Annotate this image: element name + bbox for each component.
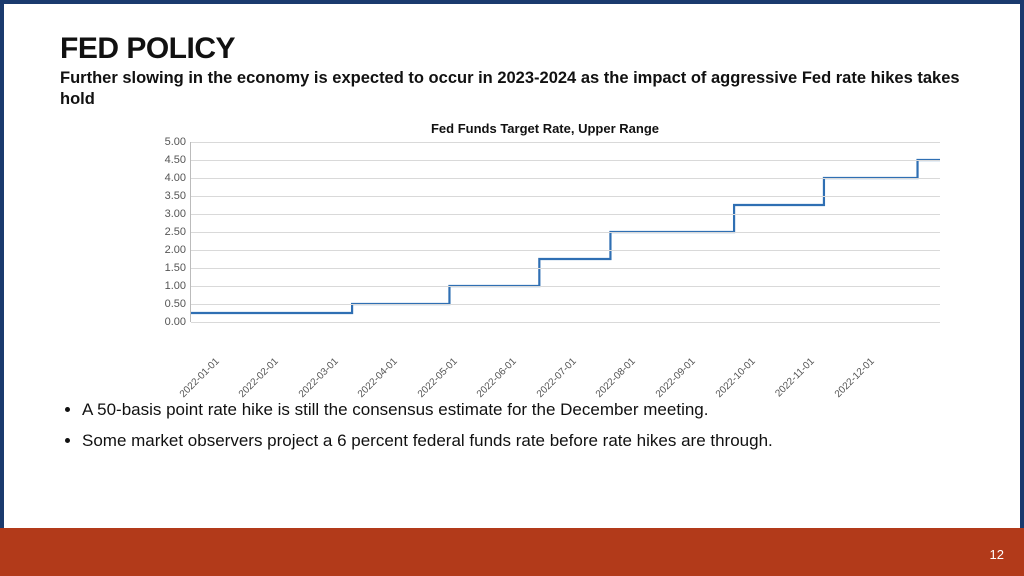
chart-gridline xyxy=(191,322,940,323)
chart-y-label: 2.00 xyxy=(150,244,186,256)
chart-x-label: 2022-06-01 xyxy=(475,356,519,400)
chart-gridline xyxy=(191,196,940,197)
chart-gridline xyxy=(191,232,940,233)
chart-x-label: 2022-03-01 xyxy=(297,356,341,400)
chart-x-label: 2022-02-01 xyxy=(237,356,281,400)
chart-series-line xyxy=(191,160,940,313)
chart-gridline xyxy=(191,286,940,287)
chart-plot xyxy=(190,142,940,322)
page-number: 12 xyxy=(990,547,1004,562)
slide-subtitle: Further slowing in the economy is expect… xyxy=(60,68,960,111)
chart-y-label: 5.00 xyxy=(150,136,186,148)
chart-gridline xyxy=(191,178,940,179)
slide-title: FED POLICY xyxy=(60,32,964,66)
chart-x-label: 2022-07-01 xyxy=(535,356,579,400)
chart-x-label: 2022-01-01 xyxy=(178,356,222,400)
bullet-item: Some market observers project a 6 percen… xyxy=(82,430,964,453)
footer-bar: 12 xyxy=(0,528,1024,576)
bullet-list: A 50-basis point rate hike is still the … xyxy=(60,399,964,453)
chart-y-label: 1.50 xyxy=(150,262,186,274)
content-area: FED POLICY Further slowing in the econom… xyxy=(4,4,1020,453)
bullet-item: A 50-basis point rate hike is still the … xyxy=(82,399,964,422)
chart-x-label: 2022-12-01 xyxy=(832,356,876,400)
chart-y-label: 3.50 xyxy=(150,190,186,202)
chart-gridline xyxy=(191,142,940,143)
chart-y-label: 3.00 xyxy=(150,208,186,220)
chart-x-label: 2022-08-01 xyxy=(594,356,638,400)
chart-gridline xyxy=(191,160,940,161)
chart-x-label: 2022-10-01 xyxy=(713,356,757,400)
chart-x-label: 2022-05-01 xyxy=(416,356,460,400)
chart-y-label: 1.00 xyxy=(150,280,186,292)
chart-title: Fed Funds Target Rate, Upper Range xyxy=(150,121,940,136)
chart-gridline xyxy=(191,304,940,305)
chart-y-label: 2.50 xyxy=(150,226,186,238)
chart-container: Fed Funds Target Rate, Upper Range 0.000… xyxy=(150,121,940,367)
chart-y-label: 4.00 xyxy=(150,172,186,184)
chart-x-label: 2022-11-01 xyxy=(773,356,816,399)
chart-gridline xyxy=(191,268,940,269)
chart-x-label: 2022-04-01 xyxy=(356,356,400,400)
chart-y-label: 0.50 xyxy=(150,298,186,310)
chart-x-label: 2022-09-01 xyxy=(654,356,698,400)
chart-gridline xyxy=(191,250,940,251)
slide: FED POLICY Further slowing in the econom… xyxy=(0,0,1024,576)
chart-y-label: 0.00 xyxy=(150,316,186,328)
chart-area: 0.00 0.50 1.00 1.50 2.00 2.50 3.00 3.50 4.00 4.50… xyxy=(150,142,940,367)
chart-gridline xyxy=(191,214,940,215)
chart-y-label: 4.50 xyxy=(150,154,186,166)
